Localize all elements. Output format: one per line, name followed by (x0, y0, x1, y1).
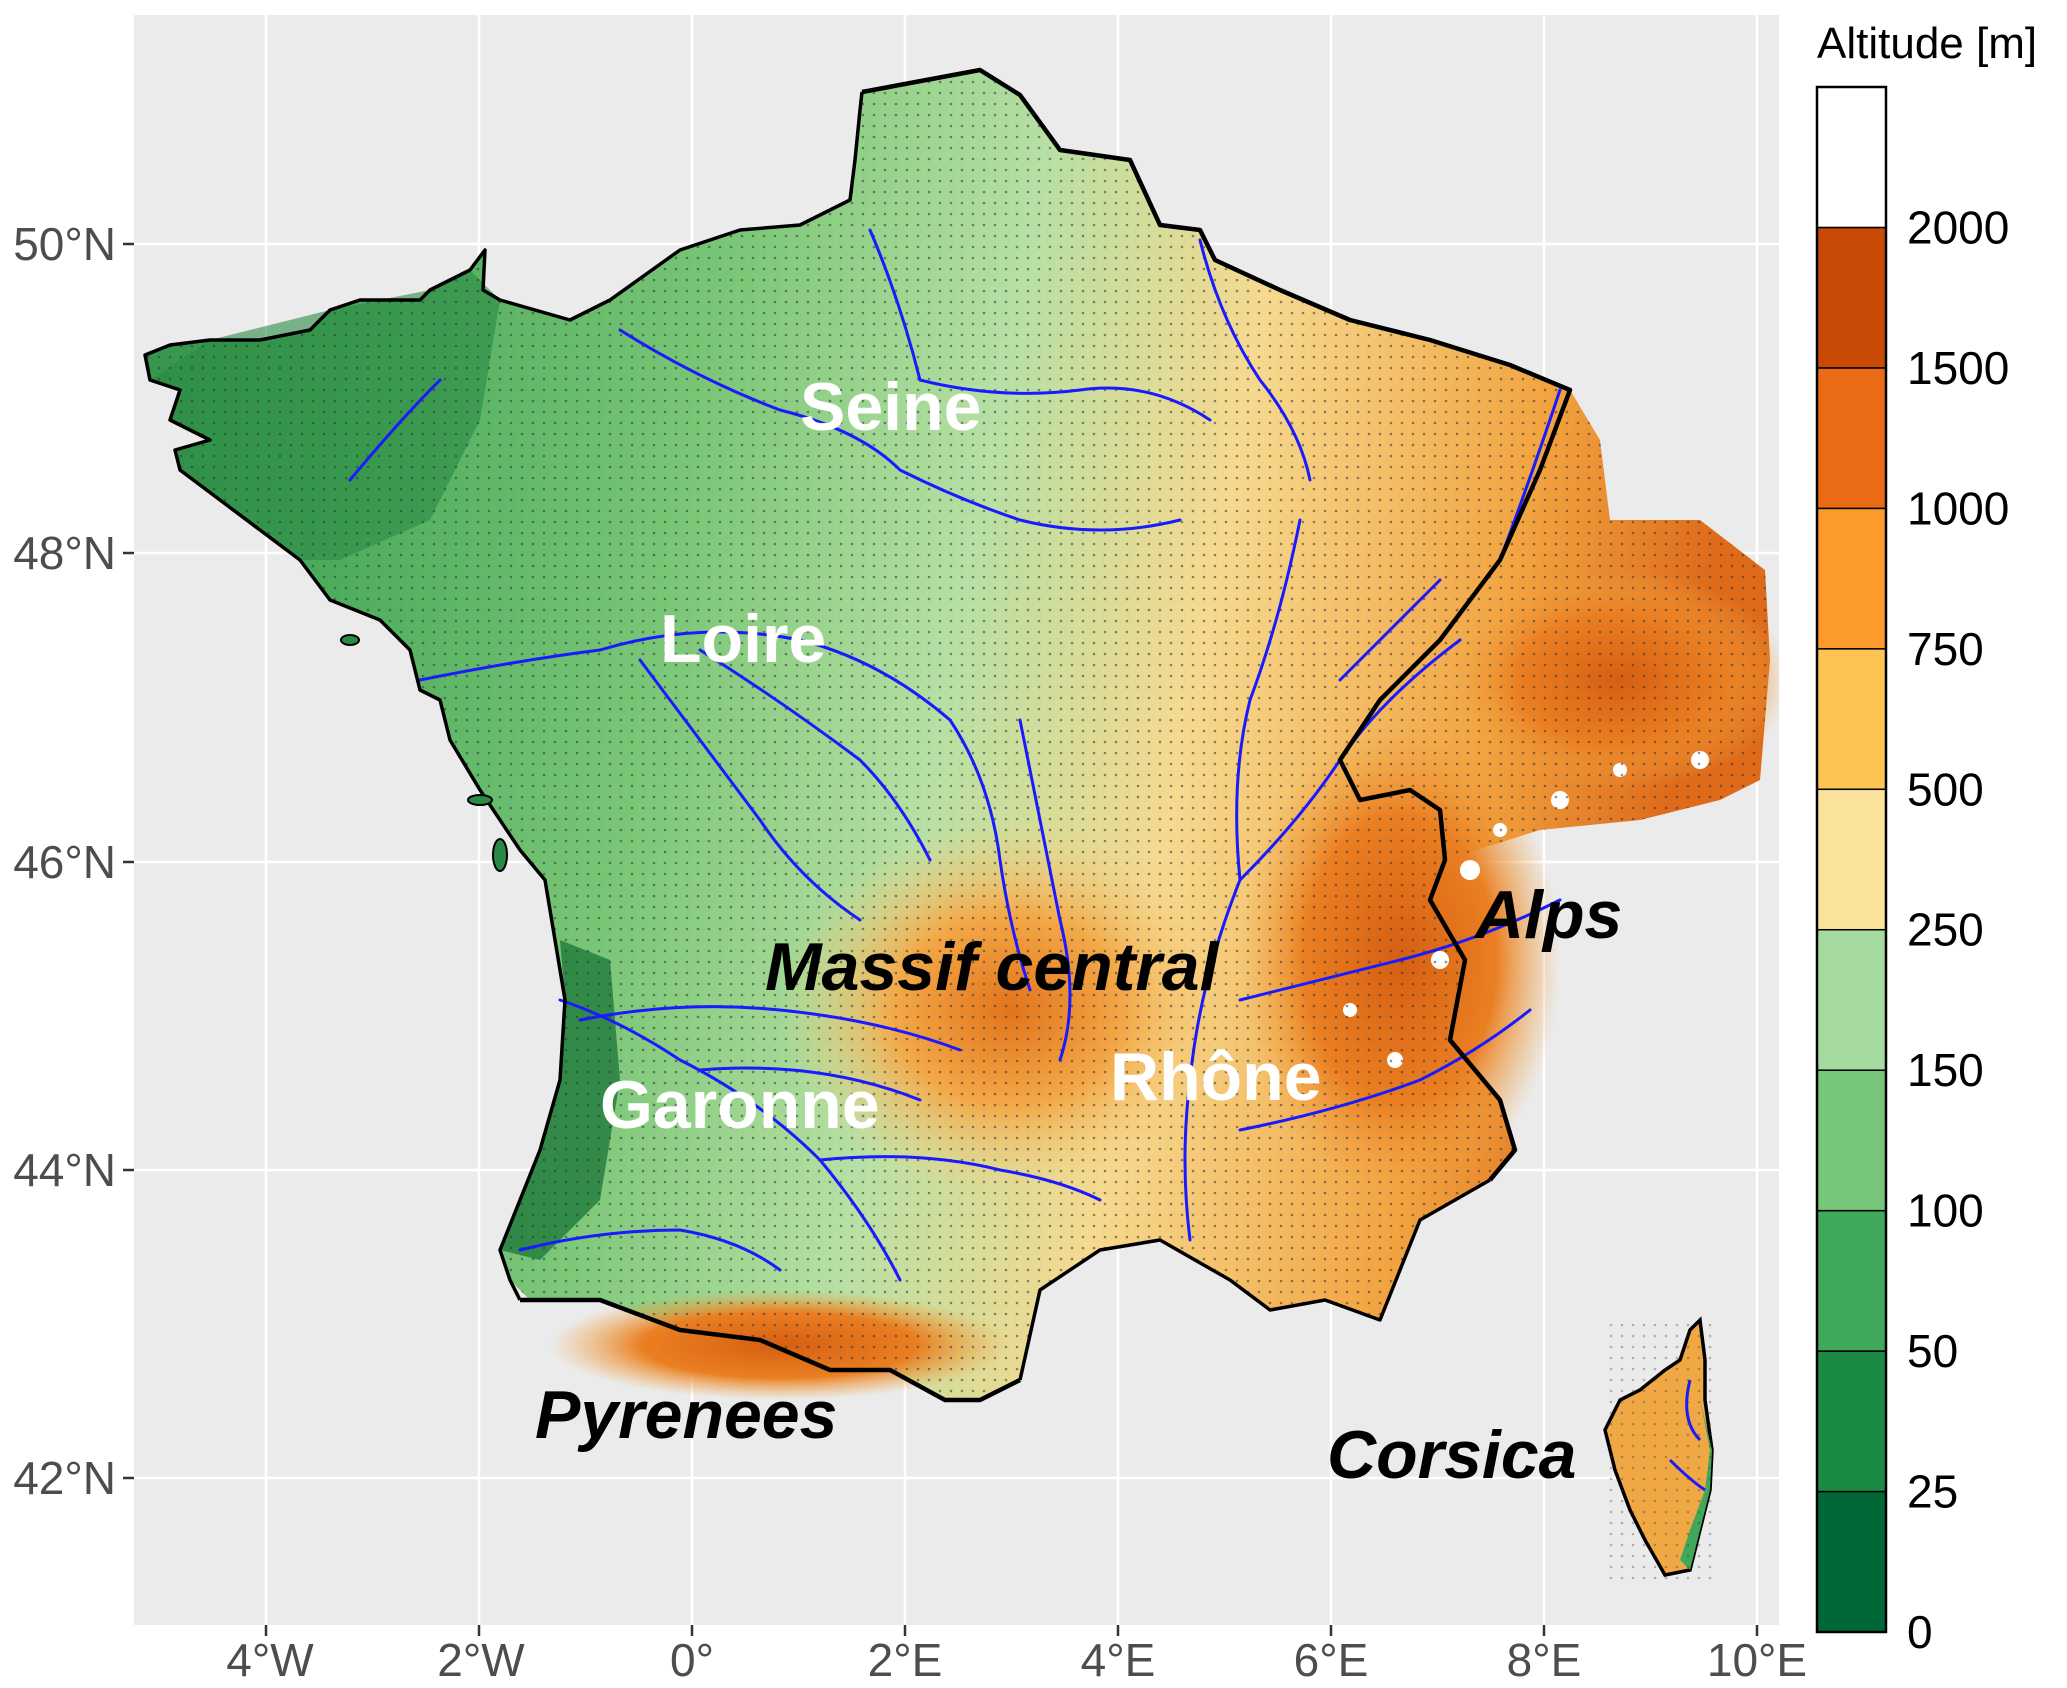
doubs-river (1338, 578, 1442, 682)
lat-tick-label: 50°N (13, 218, 116, 270)
isere-river (1238, 898, 1562, 1002)
tarn-river (818, 1155, 1102, 1202)
label-corsica: Corsica (1327, 1417, 1576, 1493)
legend-color-band (1816, 1209, 1887, 1352)
legend-break-label: 1000 (1907, 482, 2009, 534)
lon-tick-label: 4°W (226, 1634, 314, 1686)
legend-title: Altitude [m] (1817, 19, 2037, 68)
lot-river (698, 1066, 922, 1102)
pyrenees-border (520, 1297, 1022, 1403)
saone-river (1235, 518, 1302, 882)
legend-color-band (1816, 1350, 1887, 1493)
legend-break-label: 25 (1907, 1466, 1958, 1518)
national-border (143, 67, 1573, 1403)
legend-color-band (1816, 1490, 1887, 1633)
lon-tick-label: 6°E (1294, 1634, 1369, 1686)
legend-color-band (1816, 86, 1887, 229)
y-tick-labels: 50°N 48°N 46°N 44°N 42°N (13, 218, 116, 1504)
lon-tick-label: 2°E (868, 1634, 943, 1686)
oise-river (868, 228, 922, 382)
x-axis (264, 1625, 1759, 1636)
meuse-river (1198, 238, 1312, 482)
label-seine: Seine (800, 369, 981, 445)
legend-break-label: 0 (1907, 1606, 1933, 1658)
seine-river (618, 328, 1182, 532)
dordogne-river (578, 1005, 962, 1052)
grid-point-overlay (145, 70, 1770, 1400)
label-garonne: Garonne (600, 1067, 880, 1143)
adour-river (518, 1228, 782, 1272)
label-alps: Alps (1473, 877, 1622, 953)
legend-color-band (1816, 507, 1887, 650)
durance-river (1238, 1008, 1532, 1132)
cher-river (698, 648, 932, 862)
x-tick-labels: 4°W 2°W 0° 2°E 4°E 6°E 8°E 10°E (226, 1634, 1807, 1686)
lon-tick-label: 8°E (1507, 1634, 1582, 1686)
altitude-legend: Altitude [m] 0 25 50 100 150 250 500 750 1000 150… (1815, 19, 2037, 1658)
legend-color-band (1816, 788, 1887, 931)
legend-break-label: 50 (1907, 1325, 1958, 1377)
lat-tick-label: 46°N (13, 836, 116, 888)
legend-break-label: 750 (1907, 623, 1984, 675)
label-loire: Loire (660, 601, 826, 677)
vienne-river (638, 658, 862, 922)
ile-d-oleron (492, 838, 508, 872)
corsica-dot-overlay (1605, 1320, 1715, 1580)
label-rhone: Rhône (1110, 1039, 1322, 1115)
lon-tick-label: 10°E (1707, 1634, 1807, 1686)
lat-tick-label: 42°N (13, 1452, 116, 1504)
legend-break-label: 500 (1907, 763, 1984, 815)
garonne-river (558, 998, 902, 1282)
y-axis (123, 242, 134, 1480)
legend-color-band (1816, 648, 1887, 791)
legend-break-label: 1500 (1907, 342, 2009, 394)
legend-color-band (1816, 367, 1887, 510)
lat-tick-label: 48°N (13, 527, 116, 579)
lon-tick-label: 2°W (437, 1634, 525, 1686)
legend-break-label: 2000 (1907, 201, 2009, 253)
lon-tick-label: 0° (670, 1634, 714, 1686)
legend-color-band (1816, 1069, 1887, 1212)
belle-ile (340, 634, 360, 646)
label-pyrenees: Pyrenees (535, 1377, 837, 1453)
vilaine-river (348, 378, 442, 482)
legend-frame (1815, 85, 1888, 1634)
loire-river (418, 630, 1032, 992)
lon-tick-label: 4°E (1081, 1634, 1156, 1686)
legend-break-label: 150 (1907, 1044, 1984, 1096)
lat-tick-label: 44°N (13, 1144, 116, 1196)
legend-colorbar (1816, 86, 1887, 1633)
legend-break-label: 250 (1907, 904, 1984, 956)
legend-color-band (1816, 928, 1887, 1071)
label-massif-central: Massif central (765, 929, 1221, 1005)
coastline (143, 91, 1491, 1381)
marne-river (918, 378, 1212, 422)
legend-break-label: 100 (1907, 1185, 1984, 1237)
legend-color-band (1816, 226, 1887, 369)
legend-break-labels: 0 25 50 100 150 250 500 750 1000 1500 2000 (1907, 201, 2009, 1658)
allier-river (1018, 718, 1072, 1062)
northeast-border (861, 67, 1573, 1182)
region-labels: Seine Loire Garonne Rhône Massif central… (535, 369, 1622, 1493)
ile-de-re (467, 794, 493, 806)
